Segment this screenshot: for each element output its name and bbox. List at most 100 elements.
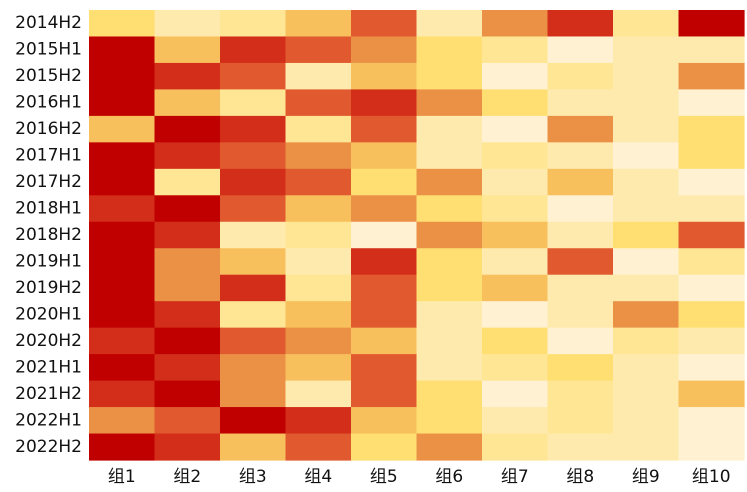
row-tick-label: 2019H1: [15, 251, 82, 271]
heatmap-cell: [220, 89, 287, 117]
heatmap-cell: [285, 195, 352, 223]
heatmap-cell: [547, 327, 614, 355]
heatmap-cell: [220, 36, 287, 64]
heatmap-cell: [220, 433, 287, 461]
heatmap-cell: [220, 248, 287, 276]
heatmap-cell: [547, 433, 614, 461]
heatmap-cell: [285, 115, 352, 143]
row-tick-label: 2015H2: [15, 66, 82, 86]
heatmap-cell: [416, 195, 483, 223]
heatmap-cell: [351, 354, 418, 382]
heatmap-cell: [482, 168, 549, 196]
heatmap-cell: [678, 89, 745, 117]
heatmap-cell: [89, 10, 156, 38]
heatmap-cell: [482, 248, 549, 276]
heatmap-cell: [482, 354, 549, 382]
heatmap-cell: [285, 10, 352, 38]
heatmap-cell: [613, 168, 680, 196]
heatmap-cell: [678, 327, 745, 355]
column-tick-label: 组1: [108, 467, 136, 487]
heatmap-cell: [482, 301, 549, 329]
heatmap-cell: [482, 380, 549, 408]
row-tick-label: 2018H2: [15, 225, 82, 245]
heatmap-cell: [285, 89, 352, 117]
heatmap-cell: [154, 380, 221, 408]
heatmap-cell: [220, 380, 287, 408]
heatmap-cell: [416, 354, 483, 382]
heatmap-cell: [547, 168, 614, 196]
column-tick-label: 组9: [632, 467, 660, 487]
row-tick-label: 2022H1: [15, 410, 82, 430]
heatmap-cell: [154, 168, 221, 196]
heatmap-cell: [416, 62, 483, 91]
heatmap-cell: [613, 274, 680, 302]
heatmap-cell: [613, 62, 680, 91]
heatmap-cell: [416, 380, 483, 408]
heatmap-cell: [547, 62, 614, 91]
heatmap-cell: [351, 407, 418, 435]
heatmap-cell: [547, 354, 614, 382]
heatmap-cell: [285, 221, 352, 249]
heatmap-cell: [678, 301, 745, 329]
heatmap-cell: [154, 433, 221, 461]
heatmap-cell: [547, 274, 614, 302]
heatmap-cell: [89, 433, 156, 461]
heatmap-cell: [678, 380, 745, 408]
row-tick-label: 2016H1: [15, 93, 82, 113]
heatmap-cell: [351, 10, 418, 38]
heatmap-cell: [351, 36, 418, 64]
heatmap-cell: [89, 327, 156, 355]
row-tick-label: 2019H2: [15, 278, 82, 298]
heatmap-cell: [678, 354, 745, 382]
heatmap-cell: [416, 142, 483, 170]
heatmap-cell: [613, 301, 680, 329]
heatmap-cell: [89, 115, 156, 143]
heatmap-cell: [678, 407, 745, 435]
heatmap-cell: [285, 433, 352, 461]
heatmap-cell: [482, 195, 549, 223]
heatmap-cell: [678, 221, 745, 249]
heatmap-cell: [285, 274, 352, 302]
heatmap-cell: [220, 327, 287, 355]
heatmap-cell: [613, 407, 680, 435]
heatmap-cell: [416, 89, 483, 117]
column-tick-label: 组10: [692, 467, 731, 487]
column-tick-label: 组8: [566, 467, 594, 487]
heatmap-cell: [613, 248, 680, 276]
heatmap-cell: [678, 195, 745, 223]
heatmap-cell: [285, 168, 352, 196]
heatmap-cell: [482, 433, 549, 461]
heatmap-cell: [351, 274, 418, 302]
column-tick-label: 组5: [370, 467, 398, 487]
heatmap-cell: [89, 195, 156, 223]
heatmap-cell: [547, 407, 614, 435]
heatmap-cell: [154, 142, 221, 170]
heatmap-cell: [285, 354, 352, 382]
heatmap-cell: [678, 115, 745, 143]
heatmap-cell: [416, 115, 483, 143]
heatmap-cell: [351, 195, 418, 223]
heatmap-cell: [351, 168, 418, 196]
heatmap-cell: [154, 274, 221, 302]
heatmap-cell: [89, 380, 156, 408]
heatmap-cell: [285, 407, 352, 435]
heatmap-cell: [351, 248, 418, 276]
column-tick-label: 组3: [239, 467, 267, 487]
heatmap-cell: [416, 274, 483, 302]
heatmap-cell: [154, 221, 221, 249]
row-tick-label: 2016H2: [15, 119, 82, 139]
column-tick-labels: 组1 组2 组3 组4 组5 组6 组7 组8 组9 组10: [108, 467, 731, 487]
row-tick-label: 2014H2: [15, 13, 82, 33]
heatmap-cell: [89, 142, 156, 170]
row-tick-label: 2021H1: [15, 357, 82, 377]
heatmap-cell: [351, 327, 418, 355]
heatmap-cell: [285, 380, 352, 408]
heatmap-cell: [613, 380, 680, 408]
heatmap-cell: [220, 221, 287, 249]
row-tick-label: 2021H2: [15, 384, 82, 404]
heatmap-cell: [482, 115, 549, 143]
heatmap-cell: [482, 327, 549, 355]
heatmap-cell: [613, 354, 680, 382]
heatmap-cell: [351, 221, 418, 249]
heatmap-cell: [154, 62, 221, 91]
